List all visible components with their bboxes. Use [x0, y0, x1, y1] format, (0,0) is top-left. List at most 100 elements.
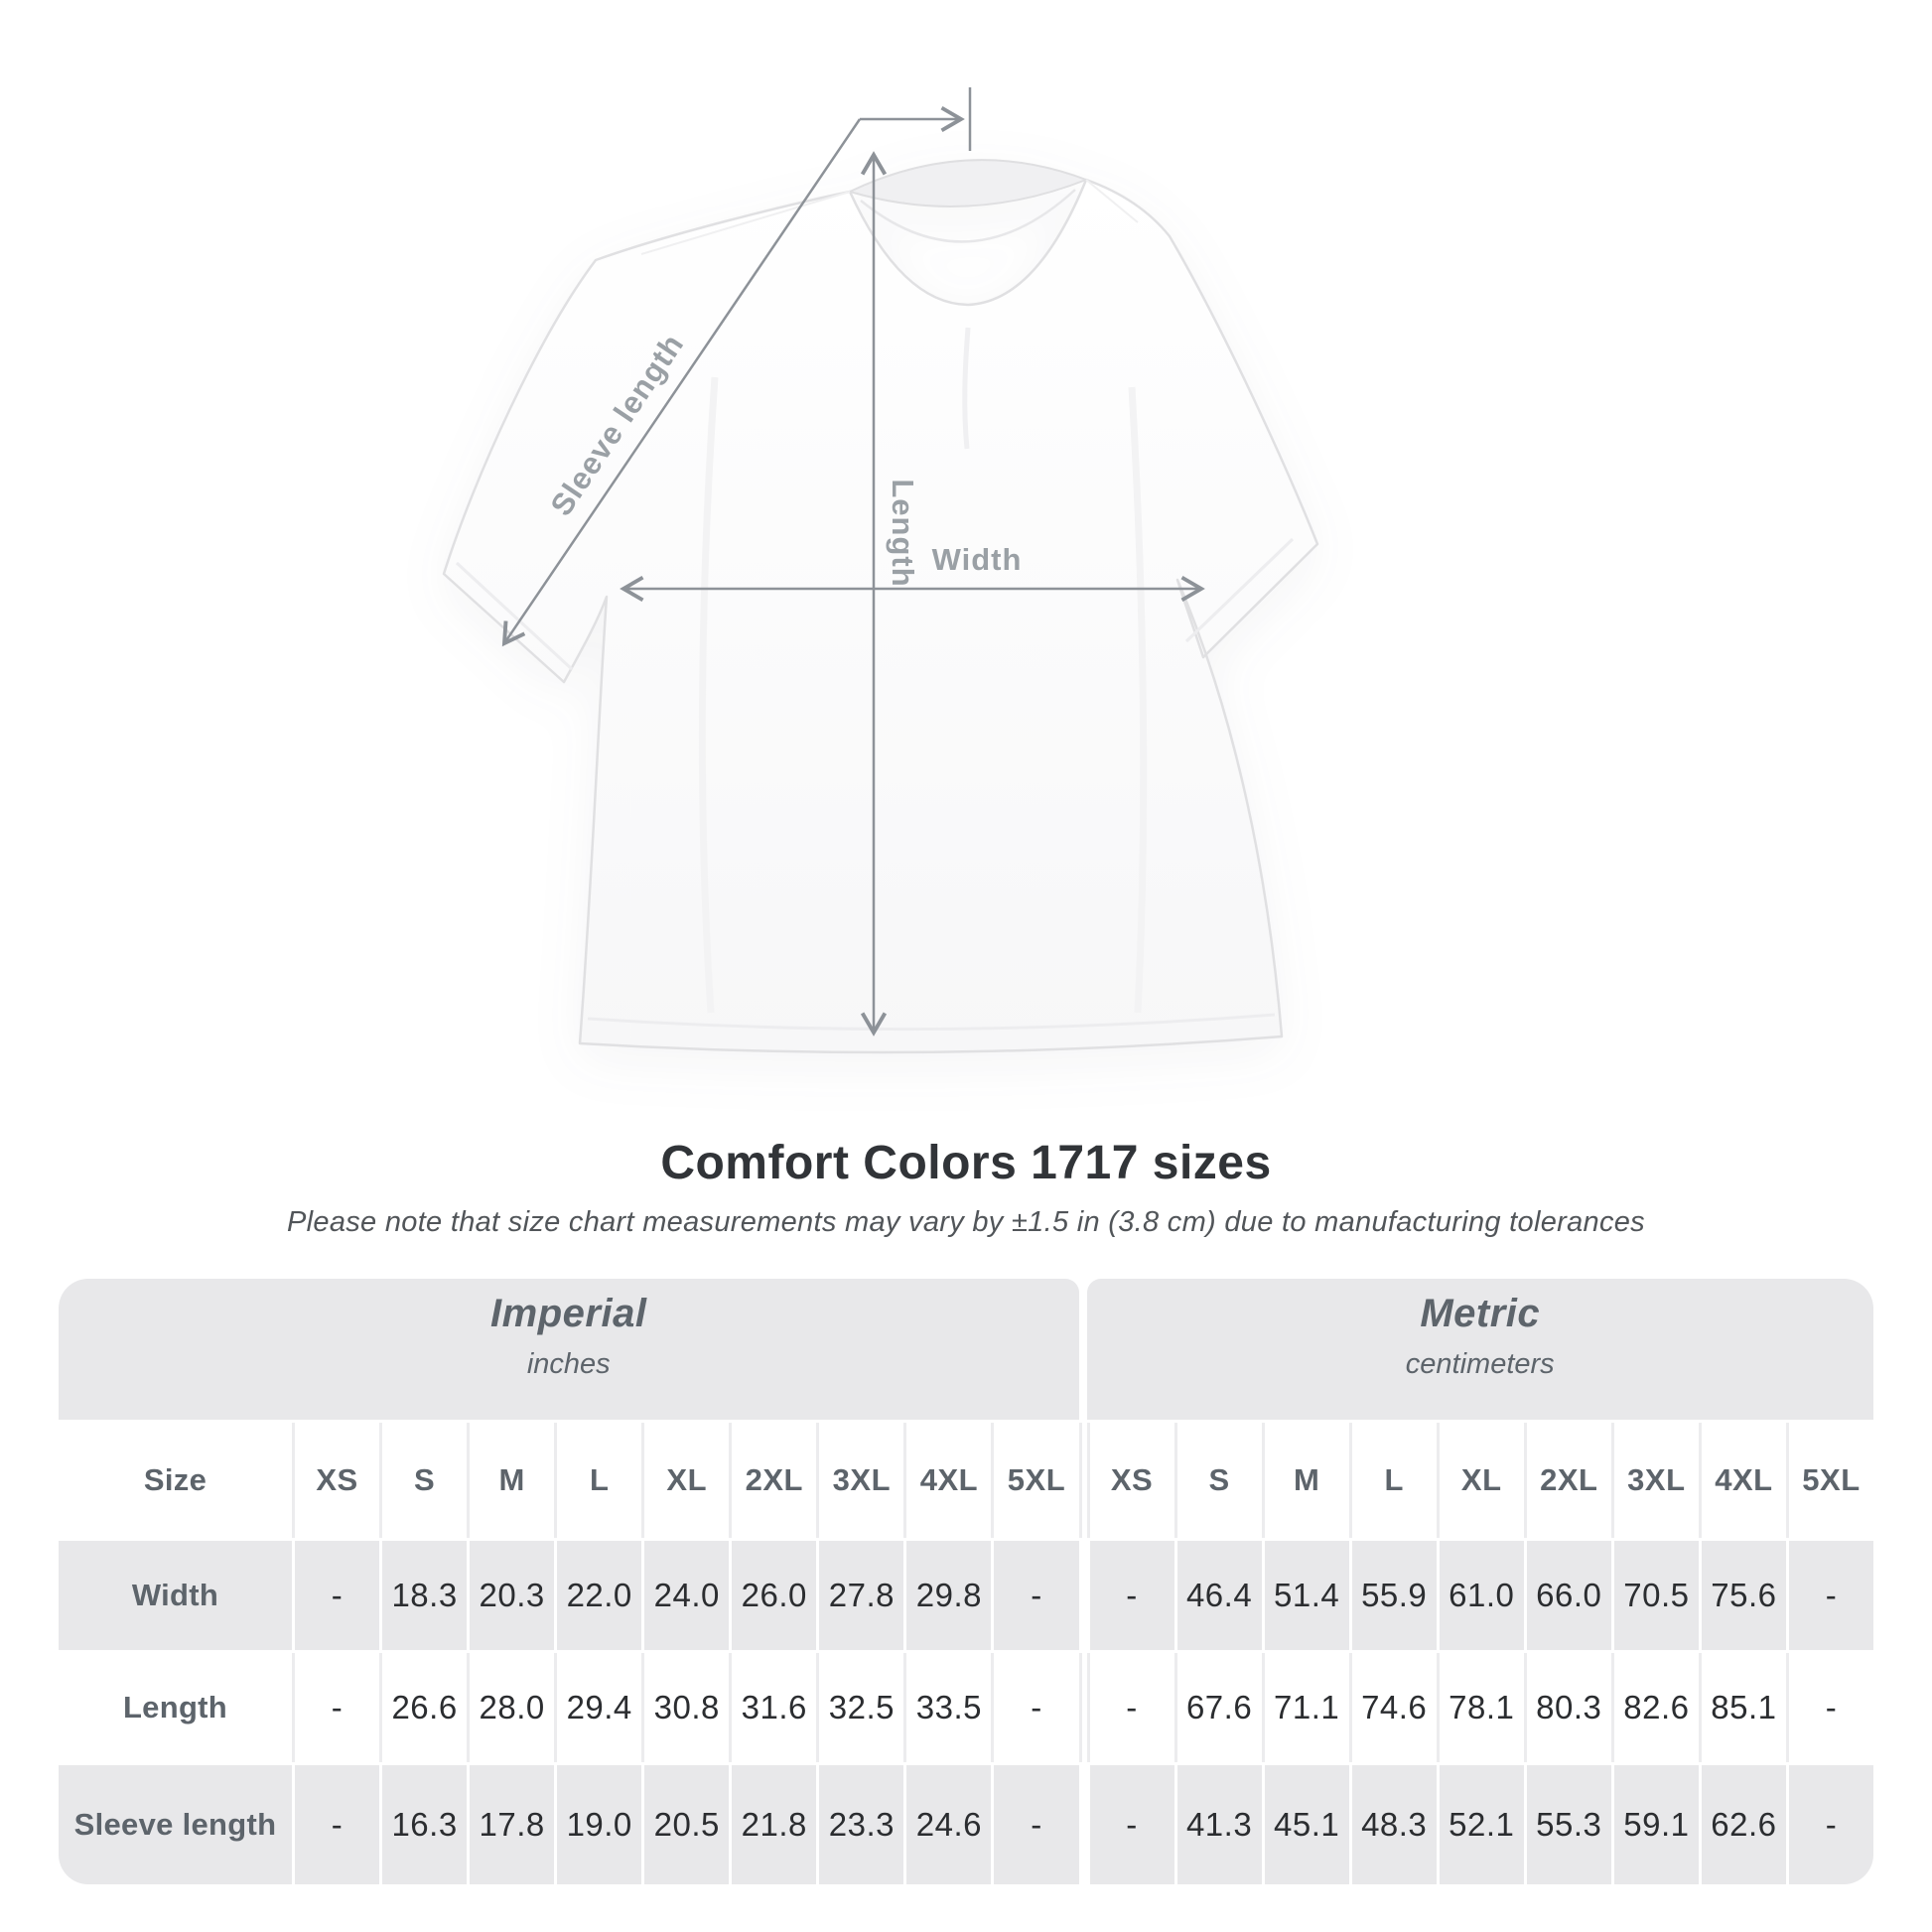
value-cell-imperial: 29.4 — [554, 1653, 642, 1762]
value-cell-metric: 55.3 — [1523, 1765, 1611, 1884]
value-cell-imperial: - — [991, 1765, 1079, 1884]
imperial-size-3xl: 3XL — [816, 1423, 904, 1538]
value-cell-imperial: - — [292, 1541, 380, 1650]
width-label: Width — [931, 542, 1023, 577]
size-chart-table: Imperial inches Metric centimeters Size XS S M L… — [59, 1279, 1873, 1884]
metric-size-2xl: 2XL — [1523, 1423, 1611, 1538]
value-cell-metric: 82.6 — [1610, 1653, 1699, 1762]
imperial-size-s: S — [379, 1423, 468, 1538]
value-cell-metric: 74.6 — [1348, 1653, 1437, 1762]
value-cell-imperial: 29.8 — [903, 1541, 992, 1650]
value-cell-imperial: - — [292, 1765, 380, 1884]
value-cell-metric: 51.4 — [1261, 1541, 1349, 1650]
metric-size-xl: XL — [1436, 1423, 1524, 1538]
heading-block: Comfort Colors 1717 sizes Please note th… — [0, 1136, 1932, 1239]
value-cell-metric: - — [1785, 1653, 1873, 1762]
value-cell-metric: - — [1086, 1541, 1174, 1650]
metric-band: Metric centimeters — [1086, 1279, 1873, 1420]
value-cell-imperial: 33.5 — [903, 1653, 992, 1762]
metric-size-m: M — [1261, 1423, 1349, 1538]
metric-size-4xl: 4XL — [1698, 1423, 1786, 1538]
value-cell-imperial: 17.8 — [467, 1765, 555, 1884]
value-cell-metric: 85.1 — [1698, 1653, 1786, 1762]
size-chart-section: Imperial inches Metric centimeters Size XS S M L… — [59, 1279, 1873, 1884]
value-cell-metric: 66.0 — [1523, 1541, 1611, 1650]
row-label: Width — [59, 1541, 292, 1650]
half-divider — [1078, 1423, 1087, 1538]
metric-size-5xl: 5XL — [1785, 1423, 1873, 1538]
value-cell-imperial: - — [991, 1653, 1079, 1762]
page-subtitle: Please note that size chart measurements… — [287, 1206, 1645, 1238]
imperial-unit: inches — [526, 1348, 611, 1380]
metric-unit: centimeters — [1405, 1348, 1555, 1380]
value-cell-imperial: 16.3 — [379, 1765, 468, 1884]
value-cell-imperial: 30.8 — [641, 1653, 730, 1762]
metric-size-xs: XS — [1086, 1423, 1174, 1538]
value-cell-imperial: 28.0 — [467, 1653, 555, 1762]
imperial-name: Imperial — [490, 1292, 647, 1335]
value-cell-metric: 59.1 — [1610, 1765, 1699, 1884]
value-cell-imperial: - — [292, 1653, 380, 1762]
measurement-lines — [501, 87, 1205, 1036]
value-cell-metric: 70.5 — [1610, 1541, 1699, 1650]
value-cell-imperial: - — [991, 1541, 1079, 1650]
value-cell-imperial: 26.6 — [379, 1653, 468, 1762]
value-cell-metric: 78.1 — [1436, 1653, 1524, 1762]
value-cell-imperial: 26.0 — [729, 1541, 817, 1650]
tshirt-illustration — [442, 87, 1319, 1054]
value-cell-metric: - — [1785, 1765, 1873, 1884]
sleeve-arrow — [501, 118, 862, 647]
imperial-size-xs: XS — [292, 1423, 380, 1538]
imperial-size-m: M — [467, 1423, 555, 1538]
value-cell-metric: 67.6 — [1173, 1653, 1262, 1762]
value-cell-imperial: 32.5 — [816, 1653, 904, 1762]
value-cell-metric: 52.1 — [1436, 1765, 1524, 1884]
imperial-size-4xl: 4XL — [903, 1423, 992, 1538]
value-cell-metric: 41.3 — [1173, 1765, 1262, 1884]
metric-size-s: S — [1173, 1423, 1262, 1538]
metric-name: Metric — [1420, 1292, 1541, 1335]
value-cell-metric: 75.6 — [1698, 1541, 1786, 1650]
value-cell-metric: 55.9 — [1348, 1541, 1437, 1650]
value-cell-metric: 61.0 — [1436, 1541, 1524, 1650]
value-cell-metric: 62.6 — [1698, 1765, 1786, 1884]
value-cell-metric: 71.1 — [1261, 1653, 1349, 1762]
half-divider — [1078, 1765, 1087, 1884]
size-header-row: Size XS S M L XL 2XL 3XL 4XL 5XL XS S M L XL 2XL 3XL 4XL 5… — [59, 1423, 1873, 1538]
value-cell-metric: 80.3 — [1523, 1653, 1611, 1762]
value-cell-metric: - — [1086, 1765, 1174, 1884]
imperial-band: Imperial inches — [59, 1279, 1079, 1420]
value-cell-metric: 48.3 — [1348, 1765, 1437, 1884]
length-label: Length — [886, 479, 920, 588]
value-cell-metric: 46.4 — [1173, 1541, 1262, 1650]
measurement-row: Length -26.6 28.0 29.4 30.8 31.6 32.5 33.5- -67.… — [59, 1653, 1873, 1762]
page-title: Comfort Colors 1717 sizes — [660, 1137, 1272, 1189]
value-cell-metric: 45.1 — [1261, 1765, 1349, 1884]
half-divider — [1078, 1541, 1087, 1650]
tshirt-body — [442, 159, 1319, 1054]
value-cell-imperial: 27.8 — [816, 1541, 904, 1650]
unit-band-row: Imperial inches Metric centimeters — [59, 1279, 1873, 1420]
value-cell-imperial: 18.3 — [379, 1541, 468, 1650]
row-label: Length — [59, 1653, 292, 1762]
imperial-size-5xl: 5XL — [991, 1423, 1079, 1538]
value-cell-metric: - — [1086, 1653, 1174, 1762]
metric-size-3xl: 3XL — [1610, 1423, 1699, 1538]
value-cell-metric: - — [1785, 1541, 1873, 1650]
value-cell-imperial: 31.6 — [729, 1653, 817, 1762]
value-cell-imperial: 24.0 — [641, 1541, 730, 1650]
measurement-row: Width -18.3 20.3 22.0 24.0 26.0 27.8 29.8- -46.4… — [59, 1541, 1873, 1650]
imperial-size-xl: XL — [641, 1423, 730, 1538]
imperial-size-2xl: 2XL — [729, 1423, 817, 1538]
value-cell-imperial: 21.8 — [729, 1765, 817, 1884]
value-cell-imperial: 23.3 — [816, 1765, 904, 1884]
imperial-size-l: L — [554, 1423, 642, 1538]
row-label: Sleeve length — [59, 1765, 292, 1884]
value-cell-imperial: 20.3 — [467, 1541, 555, 1650]
half-divider — [1078, 1653, 1087, 1762]
tshirt-measurement-diagram: Sleeve length Length Width — [442, 87, 1319, 1054]
value-cell-imperial: 24.6 — [903, 1765, 992, 1884]
value-cell-imperial: 20.5 — [641, 1765, 730, 1884]
measurement-row: Sleeve length -16.3 17.8 19.0 20.5 21.8 23.3 24… — [59, 1765, 1873, 1884]
